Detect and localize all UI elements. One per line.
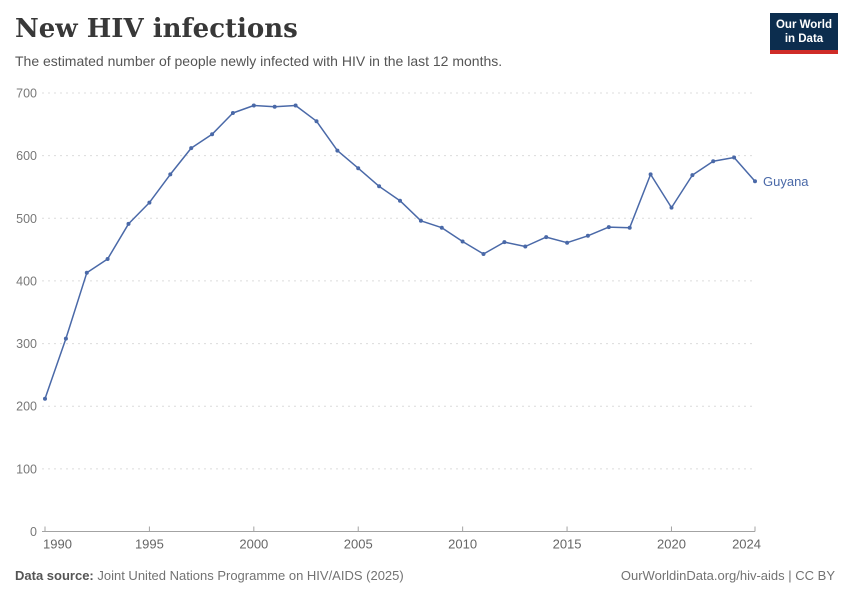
- data-point[interactable]: [168, 172, 173, 177]
- attribution-link[interactable]: OurWorldinData.org/hiv-aids | CC BY: [620, 568, 835, 583]
- chart-footer: Data source: Joint United Nations Progra…: [15, 568, 835, 583]
- data-point[interactable]: [418, 218, 423, 223]
- data-point[interactable]: [43, 396, 47, 401]
- guyana-line[interactable]: [44, 104, 756, 400]
- x-tick-label: 1990: [43, 537, 72, 552]
- data-point[interactable]: [439, 225, 444, 230]
- x-tick-label: 2010: [448, 537, 477, 552]
- line-chart: 0 100 200 300 400 500 600 700 1990 1995 2000 2005 20…: [16, 87, 809, 552]
- data-point[interactable]: [84, 270, 89, 275]
- data-point[interactable]: [460, 239, 465, 244]
- chart-title: New HIV infections: [15, 14, 298, 44]
- x-tick-label: 2015: [553, 537, 582, 552]
- chart-subtitle: The estimated number of people newly inf…: [15, 52, 503, 69]
- data-source: Data source: Joint United Nations Progra…: [15, 568, 404, 583]
- data-point[interactable]: [105, 257, 110, 261]
- data-point[interactable]: [293, 103, 298, 108]
- y-tick-label: 100: [16, 462, 37, 476]
- x-tick-label: 2020: [657, 537, 686, 552]
- data-source-text: Joint United Nations Programme on HIV/AI…: [93, 568, 404, 583]
- x-tick-label: 2000: [239, 537, 268, 552]
- data-point[interactable]: [481, 252, 486, 256]
- chart-header: New HIV infections The estimated number …: [0, 0, 760, 69]
- data-point[interactable]: [753, 179, 757, 184]
- data-point[interactable]: [544, 235, 549, 240]
- data-point[interactable]: [690, 173, 695, 178]
- data-point[interactable]: [669, 205, 674, 210]
- data-point[interactable]: [732, 155, 737, 160]
- y-tick-label: 300: [16, 337, 37, 351]
- data-point[interactable]: [335, 148, 340, 153]
- data-point[interactable]: [585, 233, 590, 238]
- y-tick-label: 700: [16, 87, 37, 101]
- data-source-label: Data source:: [15, 568, 94, 583]
- data-point[interactable]: [711, 159, 716, 164]
- data-point[interactable]: [627, 225, 632, 230]
- owid-logo-line1: Our World: [775, 19, 832, 31]
- data-point[interactable]: [63, 336, 68, 341]
- data-point[interactable]: [502, 240, 507, 245]
- x-tick-label: 2005: [344, 537, 373, 552]
- data-point[interactable]: [398, 198, 402, 203]
- series-end-label-guyana[interactable]: Guyana: [763, 174, 809, 189]
- x-tick-label: 1995: [135, 537, 164, 552]
- data-point[interactable]: [230, 111, 235, 115]
- data-point[interactable]: [251, 103, 256, 108]
- data-point[interactable]: [147, 200, 152, 205]
- data-point[interactable]: [356, 166, 361, 171]
- y-tick-label: 600: [16, 149, 37, 163]
- y-tick-label: 0: [30, 525, 37, 539]
- data-point[interactable]: [648, 172, 653, 177]
- owid-logo-line2: in Data: [784, 33, 824, 46]
- data-point[interactable]: [126, 221, 131, 226]
- data-point[interactable]: [314, 119, 319, 124]
- y-tick-label: 400: [16, 274, 37, 288]
- x-tick-label: 2024: [732, 537, 761, 552]
- data-point[interactable]: [523, 244, 528, 249]
- data-point[interactable]: [377, 184, 382, 189]
- data-point[interactable]: [272, 104, 277, 109]
- data-point[interactable]: [606, 225, 611, 230]
- data-point[interactable]: [565, 240, 570, 245]
- owid-logo[interactable]: Our World in Data: [770, 13, 838, 54]
- y-tick-label: 500: [16, 212, 37, 226]
- data-point[interactable]: [189, 146, 194, 151]
- data-point[interactable]: [210, 132, 215, 137]
- y-tick-label: 200: [16, 400, 37, 414]
